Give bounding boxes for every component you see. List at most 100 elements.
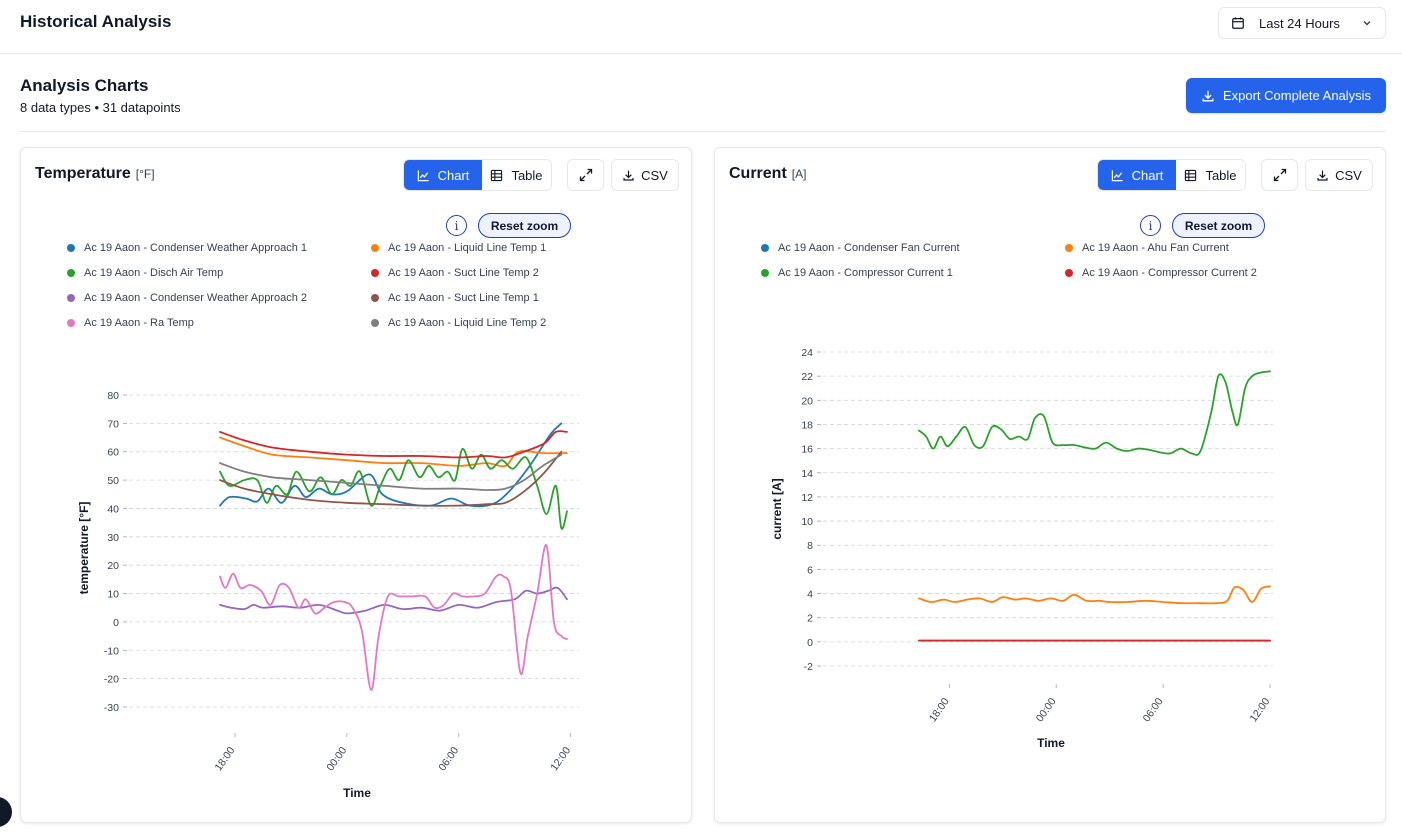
y-tick-label: 24	[801, 347, 813, 359]
section-divider	[20, 131, 1386, 132]
y-tick-label: 18	[801, 419, 813, 431]
y-tick-label: 0	[113, 617, 119, 629]
series-line[interactable]	[219, 447, 568, 530]
legend-item[interactable]: Ac 19 Aaon - Liquid Line Temp 1	[371, 242, 546, 254]
card-title: Temperature [°F]	[35, 165, 155, 183]
csv-download-button[interactable]: CSV	[1305, 159, 1373, 191]
y-tick-label: 4	[807, 589, 813, 601]
legend-swatch	[67, 294, 75, 302]
x-tick-label: 18:00	[212, 745, 237, 774]
expand-button[interactable]	[1261, 159, 1298, 191]
series-line[interactable]	[918, 585, 1271, 605]
expand-icon	[1273, 168, 1286, 182]
legend-swatch	[67, 319, 75, 327]
info-icon[interactable]: i	[446, 215, 467, 236]
legend-swatch	[371, 269, 379, 277]
y-tick-label: 8	[807, 540, 813, 552]
series-line[interactable]	[219, 544, 568, 691]
card-title: Current [A]	[729, 165, 806, 183]
y-tick-label: 20	[107, 560, 119, 572]
info-icon[interactable]: i	[1140, 215, 1161, 236]
view-toggle: Chart Table	[1097, 159, 1246, 191]
time-range-label: Last 24 Hours	[1259, 15, 1340, 31]
legend-label: Ac 19 Aaon - Condenser Fan Current	[778, 242, 960, 254]
y-tick-label: 2	[807, 613, 813, 625]
legend-item[interactable]: Ac 19 Aaon - Condenser Fan Current	[761, 242, 960, 254]
y-tick-label: -30	[104, 702, 119, 714]
reset-zoom-button[interactable]: Reset zoom	[1172, 213, 1265, 238]
legend-swatch	[371, 244, 379, 252]
legend-item[interactable]: Ac 19 Aaon - Ahu Fan Current	[1065, 242, 1229, 254]
chart-view-button[interactable]: Chart	[404, 160, 482, 190]
y-tick-label: 14	[801, 468, 813, 480]
table-view-label: Table	[511, 167, 543, 183]
calendar-icon	[1232, 17, 1244, 29]
card-title-text: Temperature	[35, 165, 131, 182]
legend-swatch	[761, 244, 769, 252]
legend-item[interactable]: Ac 19 Aaon - Suct Line Temp 2	[371, 267, 539, 279]
y-tick-label: 0	[807, 637, 813, 649]
legend-label: Ac 19 Aaon - Condenser Weather Approach …	[84, 292, 307, 304]
y-axis-label: current [A]	[770, 478, 784, 539]
expand-button[interactable]	[567, 159, 604, 191]
export-analysis-button[interactable]: Export Complete Analysis	[1186, 78, 1386, 113]
table-view-button[interactable]: Table	[1176, 160, 1245, 190]
series-line[interactable]	[219, 430, 568, 459]
legend-item[interactable]: Ac 19 Aaon - Liquid Line Temp 2	[371, 317, 546, 329]
csv-label: CSV	[1335, 167, 1362, 183]
x-axis-label: Time	[343, 786, 371, 800]
y-axis-label: temperature [°F]	[77, 502, 91, 595]
card-unit: [A]	[791, 167, 807, 181]
temperature-line-chart[interactable]: 80 70 60 50 40 30 20 10 0 -10 -20 -30 18:00 00:00 06:0…	[21, 148, 693, 824]
section-subtitle: 8 data types • 31 datapoints	[20, 100, 181, 115]
card-unit: [°F]	[135, 167, 155, 181]
y-tick-label: 6	[807, 564, 813, 576]
current-chart-card: Current [A] Chart Table CSV i Reset zoom …	[714, 147, 1386, 823]
series-line[interactable]	[219, 453, 563, 491]
y-tick-label: 16	[801, 444, 813, 456]
x-axis-label: Time	[1037, 736, 1065, 750]
y-tick-label: 20	[801, 395, 813, 407]
legend-swatch	[761, 269, 769, 277]
legend-item[interactable]: Ac 19 Aaon - Condenser Weather Approach …	[67, 292, 307, 304]
download-icon	[1202, 90, 1214, 101]
table-view-button[interactable]: Table	[482, 160, 551, 190]
table-view-label: Table	[1205, 167, 1237, 183]
x-tick-label: 06:00	[1141, 696, 1166, 725]
chart-view-label: Chart	[437, 167, 470, 183]
chart-view-button[interactable]: Chart	[1098, 160, 1176, 190]
x-tick-label: 12:00	[548, 745, 573, 774]
line-chart-icon	[417, 169, 429, 181]
legend-item[interactable]: Ac 19 Aaon - Compressor Current 2	[1065, 267, 1257, 279]
legend-item[interactable]: Ac 19 Aaon - Suct Line Temp 1	[371, 292, 539, 304]
legend-label: Ac 19 Aaon - Suct Line Temp 2	[388, 267, 539, 279]
legend-swatch	[1065, 244, 1073, 252]
legend-swatch	[371, 294, 379, 302]
legend-item[interactable]: Ac 19 Aaon - Disch Air Temp	[67, 267, 223, 279]
legend-label: Ac 19 Aaon - Liquid Line Temp 2	[388, 317, 547, 329]
x-tick-label: 00:00	[324, 745, 349, 774]
legend-swatch	[1065, 269, 1073, 277]
time-range-select[interactable]: Last 24 Hours	[1218, 7, 1386, 39]
y-tick-label: -2	[804, 661, 813, 673]
legend-label: Ac 19 Aaon - Ahu Fan Current	[1082, 242, 1229, 254]
series-line[interactable]	[219, 450, 563, 507]
legend-item[interactable]: Ac 19 Aaon - Ra Temp	[67, 317, 194, 329]
legend-swatch	[67, 244, 75, 252]
top-bar: Historical Analysis Last 24 Hours	[0, 0, 1402, 54]
y-tick-label: 60	[107, 447, 119, 459]
legend-item[interactable]: Ac 19 Aaon - Compressor Current 1	[761, 267, 953, 279]
legend-label: Ac 19 Aaon - Disch Air Temp	[84, 267, 224, 279]
series-line[interactable]	[219, 436, 568, 468]
series-line[interactable]	[918, 370, 1271, 456]
reset-zoom-button[interactable]: Reset zoom	[478, 213, 571, 238]
series-line[interactable]	[219, 586, 568, 615]
y-tick-label: 10	[107, 589, 119, 601]
x-tick-label: 00:00	[1034, 696, 1059, 725]
csv-download-button[interactable]: CSV	[611, 159, 679, 191]
page-title: Historical Analysis	[20, 12, 172, 31]
legend-item[interactable]: Ac 19 Aaon - Condenser Weather Approach …	[67, 242, 307, 254]
legend-label: Ac 19 Aaon - Compressor Current 2	[1082, 267, 1257, 279]
floating-action-button[interactable]	[0, 797, 12, 827]
